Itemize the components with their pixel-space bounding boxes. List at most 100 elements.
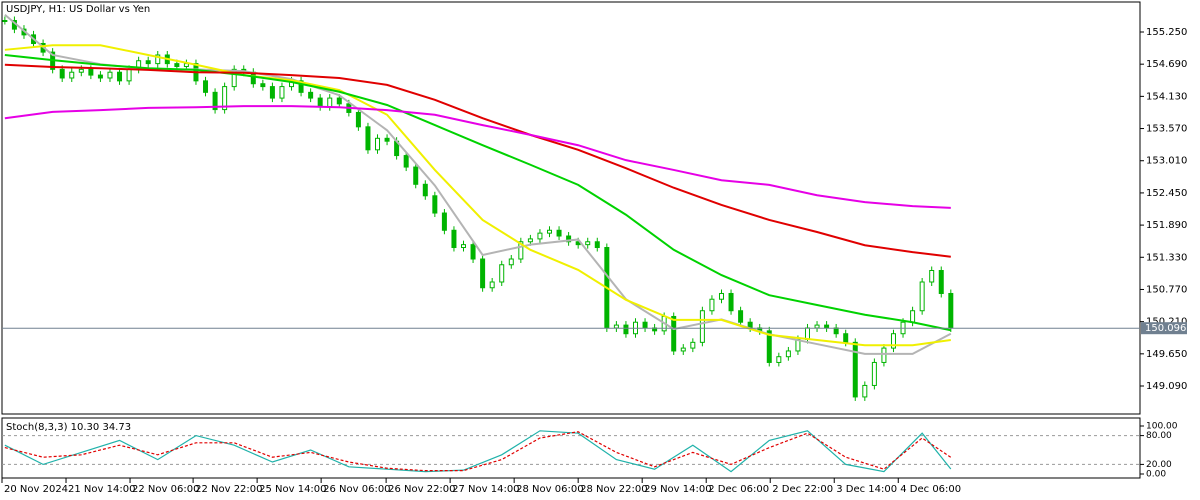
x-tick-label: 4 Dec 06:00 xyxy=(900,484,961,495)
candle-body xyxy=(709,298,715,312)
candle-body xyxy=(852,341,858,398)
candle-body xyxy=(97,74,103,79)
moving-average xyxy=(4,44,951,347)
main-panel xyxy=(1,1,1141,415)
x-tick-label: 21 Nov 14:00 xyxy=(68,484,135,495)
y-tick-label: 154.130 xyxy=(1146,91,1187,102)
candle-body xyxy=(613,324,619,329)
candle-body xyxy=(155,54,161,65)
candle-body xyxy=(480,258,486,289)
stoch-line xyxy=(4,430,952,473)
stoch-tick-label: 20.00 xyxy=(1146,460,1172,470)
candle-body xyxy=(843,333,849,343)
candle-body xyxy=(145,60,151,65)
candle-body xyxy=(107,71,113,79)
candle-body xyxy=(824,324,830,329)
candle-body xyxy=(126,68,132,82)
candle-body xyxy=(336,97,342,105)
candle-body xyxy=(461,244,467,249)
stoch-tick-label: 100.00 xyxy=(1146,422,1178,432)
x-tick-label: 28 Nov 22:00 xyxy=(580,484,647,495)
candle-body xyxy=(279,86,285,99)
candle-body xyxy=(547,229,553,234)
candle-body xyxy=(537,232,543,240)
candle-body xyxy=(203,80,209,93)
x-tick-label: 29 Nov 14:00 xyxy=(644,484,711,495)
candle-body xyxy=(317,97,323,108)
y-tick-label: 155.250 xyxy=(1146,27,1187,38)
candle-body xyxy=(862,384,868,398)
candle-body xyxy=(738,310,744,323)
candle-body xyxy=(174,63,180,67)
candle-body xyxy=(919,281,925,312)
candle-body xyxy=(585,241,591,246)
candle-body xyxy=(871,361,877,386)
candle-body xyxy=(308,91,314,99)
y-tick-label: 150.210 xyxy=(1146,317,1187,328)
y-tick-label: 153.570 xyxy=(1146,124,1187,135)
candle-body xyxy=(69,71,75,79)
x-tick-label: 26 Nov 06:00 xyxy=(323,484,390,495)
candle-body xyxy=(117,71,123,82)
candle-body xyxy=(671,315,677,352)
candle-body xyxy=(804,327,810,340)
candle-body xyxy=(260,83,266,88)
y-tick-label: 149.090 xyxy=(1146,381,1187,392)
candle-body xyxy=(384,137,390,142)
candle-body xyxy=(2,20,8,23)
candle-body xyxy=(556,229,562,237)
moving-average xyxy=(4,63,951,258)
candle-body xyxy=(298,80,304,93)
candle-body xyxy=(814,324,820,329)
stoch-tick-label: 80.00 xyxy=(1146,431,1172,441)
candle-body xyxy=(413,166,419,185)
y-tick-label: 152.450 xyxy=(1146,188,1187,199)
candle-body xyxy=(470,244,476,260)
candle-body xyxy=(375,137,381,151)
candle-body xyxy=(728,292,734,312)
candle-body xyxy=(766,330,772,363)
x-tick-label: 22 Nov 06:00 xyxy=(132,484,199,495)
candle-body xyxy=(355,111,361,128)
candle-body xyxy=(680,347,686,352)
candle-body xyxy=(508,258,514,266)
x-tick-label: 26 Nov 22:00 xyxy=(388,484,455,495)
x-tick-label: 20 Nov 2024 xyxy=(4,484,68,495)
x-tick-label: 2 Dec 06:00 xyxy=(708,484,769,495)
candle-body xyxy=(451,229,457,249)
last-price-label: 150.096 xyxy=(1145,323,1186,334)
y-tick-label: 149.650 xyxy=(1146,349,1187,360)
candle-body xyxy=(327,97,333,108)
candle-body xyxy=(938,269,944,294)
candle-body xyxy=(88,68,94,76)
candle-body xyxy=(929,269,935,283)
candle-body xyxy=(422,183,428,197)
candle-body xyxy=(269,86,275,99)
candle-body xyxy=(890,333,896,349)
x-tick-label: 3 Dec 14:00 xyxy=(836,484,897,495)
candle-body xyxy=(594,241,600,249)
candle-body xyxy=(499,264,505,283)
candle-body xyxy=(78,68,84,73)
last-price-box xyxy=(1141,322,1187,335)
moving-average xyxy=(4,105,951,209)
stoch-tick-label: 0.00 xyxy=(1146,470,1166,480)
candle-body xyxy=(785,350,791,358)
candle-body xyxy=(59,68,65,79)
x-tick-label: 27 Nov 14:00 xyxy=(452,484,519,495)
x-tick-label: 25 Nov 14:00 xyxy=(259,484,326,495)
stoch-label: Stoch(8,3,3) 10.30 34.73 xyxy=(6,422,131,433)
candle-body xyxy=(403,155,409,168)
y-tick-label: 151.890 xyxy=(1146,220,1187,231)
stoch-line xyxy=(4,431,952,472)
candle-body xyxy=(489,281,495,289)
candle-body xyxy=(222,86,228,111)
moving-average xyxy=(4,53,952,332)
candle-body xyxy=(910,310,916,323)
candle-body xyxy=(231,68,237,88)
candle-body xyxy=(212,91,218,111)
candle-body xyxy=(365,126,371,151)
candle-body xyxy=(623,324,629,335)
candle-body xyxy=(948,292,954,329)
